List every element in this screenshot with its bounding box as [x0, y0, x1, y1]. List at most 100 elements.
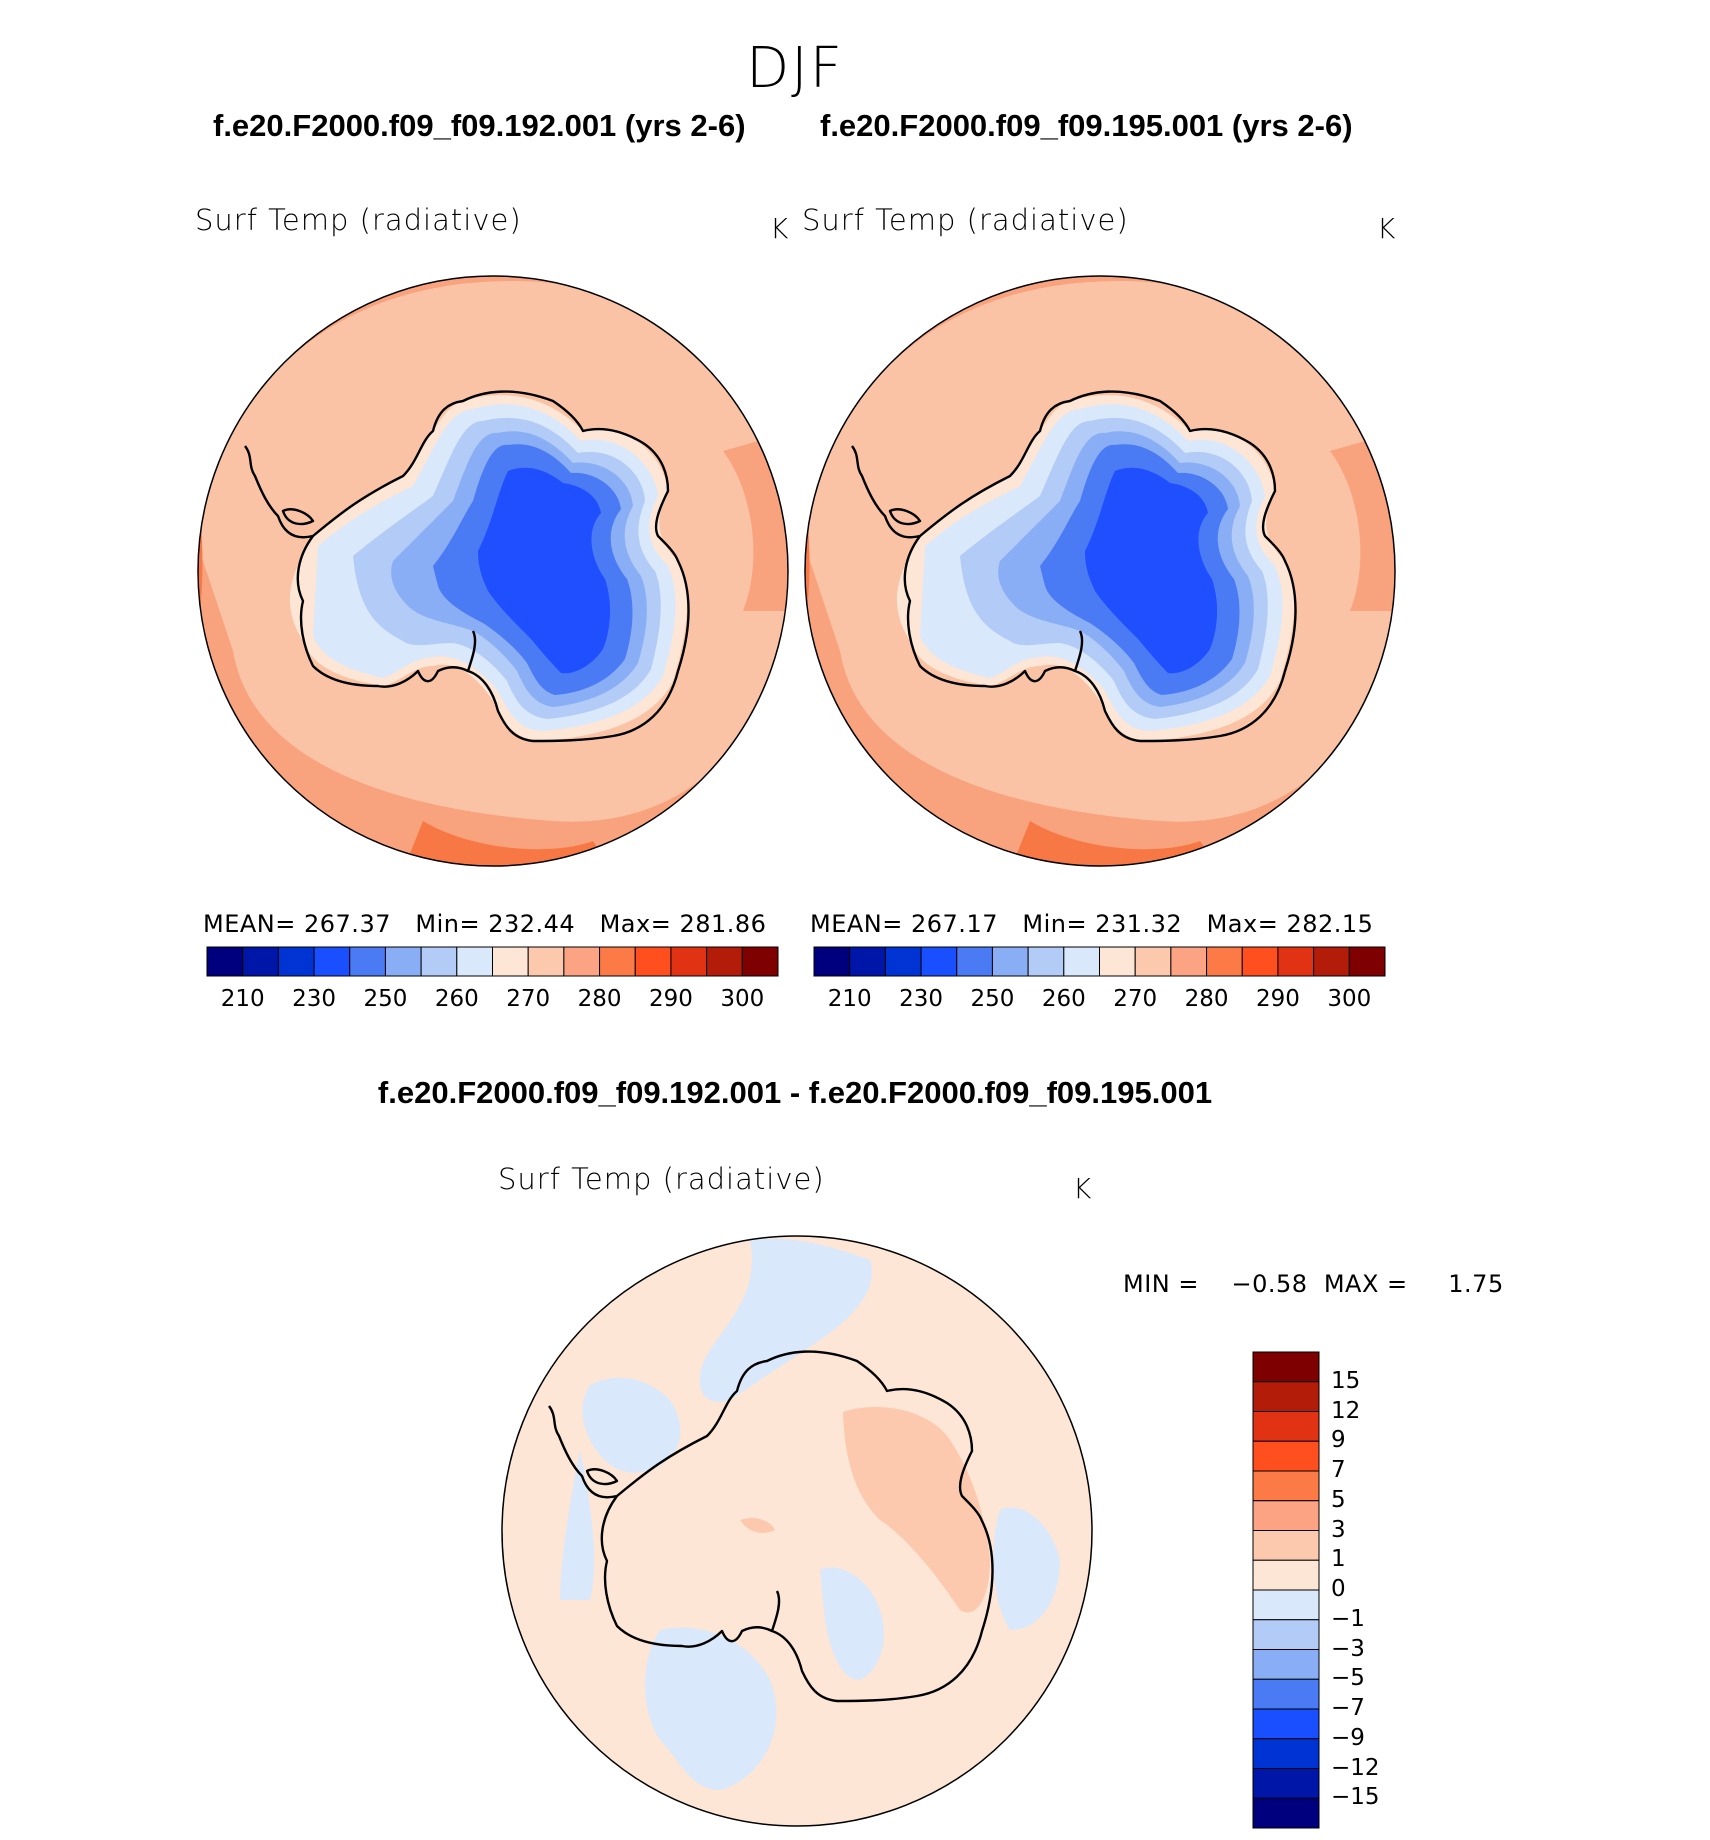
colorbar-tick-label: −9 — [1331, 1724, 1365, 1751]
mean-label-left: MEAN= — [203, 910, 296, 938]
colorbar-swatch — [1063, 946, 1100, 977]
max-value-right: 282.15 — [1286, 910, 1374, 938]
colorbar-swatch — [1252, 1500, 1320, 1531]
colorbar-tick-label: 280 — [1184, 986, 1229, 1012]
colorbar-swatch — [884, 946, 922, 977]
colorbar-tick-label: 230 — [292, 986, 337, 1012]
colorbar-swatch — [670, 946, 708, 977]
colorbar-swatch — [1134, 946, 1172, 977]
colorbar-tick-label: −3 — [1331, 1635, 1365, 1662]
colorbar-tick-label: 290 — [1255, 986, 1300, 1012]
colorbar-swatch — [634, 946, 672, 977]
colorbar-difference — [1252, 1351, 1320, 1829]
case-title-left: f.e20.F2000.f09_f09.192.001 (yrs 2-6) — [213, 108, 746, 143]
colorbar-swatch — [1170, 946, 1208, 977]
colorbar-tick-label: 1 — [1331, 1546, 1346, 1573]
variable-label-right: Surf Temp (radiative) — [802, 203, 1129, 237]
colorbar-swatch — [706, 946, 743, 977]
colorbar-swatch — [1241, 946, 1279, 977]
colorbar-swatch — [456, 946, 493, 977]
max-value-difference: 1.75 — [1448, 1270, 1504, 1298]
difference-title: f.e20.F2000.f09_f09.192.001 - f.e20.F200… — [377, 1075, 1213, 1110]
colorbar-tick-label: −12 — [1331, 1754, 1380, 1781]
colorbar-tick-label: 0 — [1331, 1576, 1346, 1602]
map-left — [198, 276, 788, 866]
colorbar-swatch — [1252, 1470, 1320, 1502]
colorbar-swatch — [1099, 946, 1136, 977]
min-label-difference: MIN = — [1123, 1270, 1199, 1298]
unit-label-difference: K — [1073, 1172, 1092, 1205]
colorbar-swatch — [1252, 1649, 1320, 1680]
mean-value-right: 267.17 — [911, 910, 998, 938]
colorbar-swatch — [1252, 1440, 1320, 1472]
colorbar-tick-label: 250 — [970, 986, 1015, 1012]
colorbar-tick-label: 12 — [1331, 1397, 1361, 1424]
colorbar-tick-label: 3 — [1331, 1516, 1346, 1543]
max-label-difference: MAX = — [1323, 1270, 1408, 1298]
colorbar-swatch — [1348, 946, 1386, 977]
colorbar-tick-label: 290 — [648, 986, 693, 1012]
colorbar-swatch — [242, 946, 279, 977]
colorbar-tick-label: −1 — [1331, 1605, 1365, 1632]
max-label-right: Max= — [1206, 910, 1279, 938]
colorbar-swatch — [599, 946, 636, 977]
colorbar-tick-label: 300 — [1327, 986, 1372, 1012]
min-label-right: Min= — [1022, 910, 1088, 938]
max-label-left: Max= — [599, 910, 672, 938]
colorbar-swatch — [1252, 1411, 1320, 1442]
colorbar-swatch — [420, 946, 458, 977]
colorbar-swatch — [1252, 1381, 1320, 1412]
colorbar-tick-label: 5 — [1331, 1486, 1346, 1513]
colorbar-tick-label: 280 — [577, 986, 622, 1012]
colorbar-tick-label: 260 — [1041, 986, 1086, 1012]
colorbar-tick-label: −7 — [1331, 1695, 1365, 1721]
colorbar-swatch — [1252, 1768, 1320, 1799]
colorbar-swatch — [206, 946, 244, 977]
min-value-right: 231.32 — [1095, 910, 1183, 938]
colorbar-swatch — [1252, 1678, 1320, 1710]
colorbar-swatch — [920, 946, 958, 977]
mean-label-right: MEAN= — [810, 910, 903, 938]
mean-value-left: 267.37 — [304, 910, 391, 938]
colorbar-swatch — [349, 946, 386, 977]
colorbar-swatch — [1252, 1619, 1320, 1650]
map-right — [805, 276, 1395, 866]
colorbar-swatch — [492, 946, 529, 977]
colorbar-tick-label: 270 — [1113, 986, 1158, 1012]
colorbar-swatch — [1206, 946, 1243, 977]
variable-label-left: Surf Temp (radiative) — [195, 203, 522, 237]
colorbar-swatch — [991, 946, 1029, 977]
colorbar-tick-label: −15 — [1331, 1784, 1380, 1811]
min-value-difference: −0.58 — [1231, 1270, 1308, 1298]
colorbar-tick-label: 7 — [1331, 1457, 1346, 1483]
unit-label-left: K — [770, 212, 789, 245]
colorbar-swatch — [1252, 1589, 1320, 1621]
min-value-left: 232.44 — [488, 910, 576, 938]
colorbar-swatch — [1277, 946, 1315, 977]
colorbar-swatch — [563, 946, 601, 977]
colorbar-swatch — [1252, 1797, 1320, 1829]
colorbar-swatch — [277, 946, 315, 977]
variable-label-difference: Surf Temp (radiative) — [498, 1162, 825, 1196]
stats-right: MEAN= 267.17 Min= 231.32 Max= 282.15 — [810, 910, 1373, 938]
colorbar-tick-label: 210 — [220, 986, 265, 1012]
stats-difference: MIN = −0.58 MAX = 1.75 — [1123, 1270, 1504, 1298]
colorbar-swatch — [1252, 1738, 1320, 1769]
colorbar-tick-label: −5 — [1331, 1665, 1365, 1692]
colorbar-swatch — [813, 946, 851, 977]
colorbar-right — [813, 946, 1386, 977]
colorbar-swatch — [1313, 946, 1350, 977]
unit-label-right: K — [1377, 212, 1396, 245]
colorbar-left — [206, 946, 779, 977]
stats-left: MEAN= 267.37 Min= 232.44 Max= 281.86 — [203, 910, 766, 938]
colorbar-tick-label: 9 — [1331, 1427, 1346, 1454]
max-value-left: 281.86 — [679, 910, 767, 938]
min-label-left: Min= — [415, 910, 481, 938]
colorbar-tick-label: 300 — [720, 986, 765, 1012]
map-difference — [502, 1236, 1092, 1826]
season-title: DJF — [746, 36, 844, 101]
colorbar-tick-label: 260 — [434, 986, 479, 1012]
case-title-right: f.e20.F2000.f09_f09.195.001 (yrs 2-6) — [820, 108, 1353, 143]
colorbar-swatch — [527, 946, 565, 977]
